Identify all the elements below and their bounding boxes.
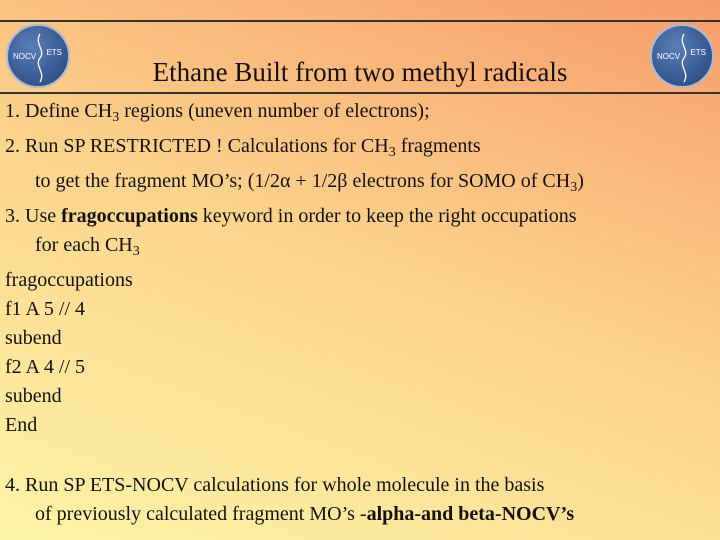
text-line: 4. Run SP ETS-NOCV calculations for whol… [5,471,717,500]
text: regions (uneven number of electrons); [119,100,430,122]
text: f2 A 4 // 5 [5,356,86,378]
subscript: 3 [388,145,396,160]
bold-text: fragoccupations [61,205,198,227]
text-line: to get the fragment MO’s; (1/2α + 1/2β e… [5,167,717,202]
text: fragments [395,135,481,157]
text-line: f2 A 4 // 5 [5,353,717,382]
text: to get the fragment MO’s; (1/2α + 1/2β e… [35,170,571,192]
subscript: 3 [570,180,578,195]
text-line: End [5,411,717,440]
logo-squiggle [681,33,687,83]
text: End [5,414,38,436]
text: ) [577,170,584,192]
text-line: fragoccupations [5,266,717,295]
slide-title: Ethane Built from two methyl radicals [152,57,568,88]
text-line: subend [5,382,717,411]
text-line: 2. Run SP RESTRICTED ! Calculations for … [5,132,717,167]
text: f1 A 5 // 4 [5,298,86,320]
logo: NOCV ETS [650,24,714,88]
text: of previously calculated fragment MO’s - [35,503,367,525]
text: for each CH [35,234,133,256]
text-line: for each CH3 [5,231,717,266]
subscript: 3 [112,110,120,125]
text: 3. Use [5,205,62,227]
text-line: 1. Define CH3 regions (uneven number of … [5,97,717,132]
text-line: of previously calculated fragment MO’s -… [5,500,717,529]
slide-body: 1. Define CH3 regions (uneven number of … [5,97,717,529]
text: fragoccupations [5,269,133,291]
logo-squiggle [37,33,43,83]
text: 4. Run SP ETS-NOCV calculations for whol… [5,474,545,496]
subscript: 3 [132,244,140,259]
text-line: 3. Use fragoccupations keyword in order … [5,202,717,231]
text: subend [5,327,62,349]
logo-text: NOCV [657,52,681,61]
text-line: subend [5,324,717,353]
bold-text: alpha-and beta-NOCV’s [366,503,575,525]
text: subend [5,385,62,407]
title-bar [0,20,720,94]
text: keyword in order to keep the right occup… [197,205,577,227]
text: 1. Define CH [5,100,113,122]
text: 2. Run SP RESTRICTED ! Calculations for … [5,135,389,157]
logo-text: NOCV [13,52,37,61]
logo: NOCV ETS [6,24,70,88]
logo-text: ETS [46,48,62,57]
text-line: f1 A 5 // 4 [5,295,717,324]
logo-text: ETS [690,48,706,57]
